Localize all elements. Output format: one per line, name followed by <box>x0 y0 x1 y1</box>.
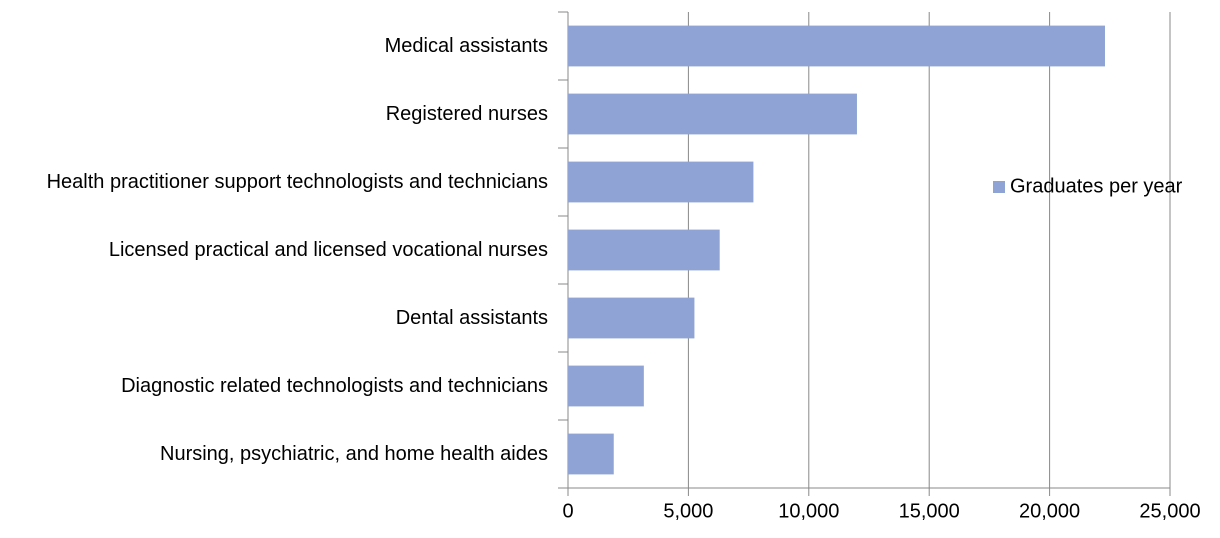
x-tick-label: 15,000 <box>899 500 960 522</box>
category-text: Medical assistants <box>384 35 548 57</box>
bar <box>568 433 614 475</box>
x-tick-label: 10,000 <box>778 500 839 522</box>
category-text: Diagnostic related technologists and tec… <box>121 375 548 397</box>
bar <box>568 25 1105 67</box>
y-tick-label: Nursing, psychiatric, and home health ai… <box>3 441 548 467</box>
category-text: Nursing, psychiatric, and home health ai… <box>160 443 548 465</box>
category-text: Licensed practical and licensed vocation… <box>108 239 548 261</box>
y-tick-label: Registered nurses <box>3 101 548 127</box>
bar <box>568 161 754 203</box>
y-tick-label: Licensed practical and licensed vocation… <box>3 237 548 263</box>
legend-label: Graduates per year <box>1010 175 1183 197</box>
category-text: Registered nurses <box>385 103 548 125</box>
y-tick-label: Diagnostic related technologists and tec… <box>3 373 548 399</box>
y-tick-label: Medical assistants <box>3 33 548 59</box>
x-tick-label: 0 <box>562 500 573 522</box>
bar <box>568 93 857 135</box>
category-text: Health practitioner support technologist… <box>46 171 548 193</box>
x-tick-label: 25,000 <box>1139 500 1200 522</box>
legend-swatch <box>993 181 1005 193</box>
bar <box>568 297 695 339</box>
category-text: Dental assistants <box>395 307 548 329</box>
x-tick-label: 5,000 <box>663 500 713 522</box>
y-tick-label: Dental assistants <box>3 305 548 331</box>
x-tick-label: 20,000 <box>1019 500 1080 522</box>
bar <box>568 229 720 271</box>
bar <box>568 365 644 407</box>
y-tick-label: Health practitioner support technologist… <box>3 169 548 195</box>
